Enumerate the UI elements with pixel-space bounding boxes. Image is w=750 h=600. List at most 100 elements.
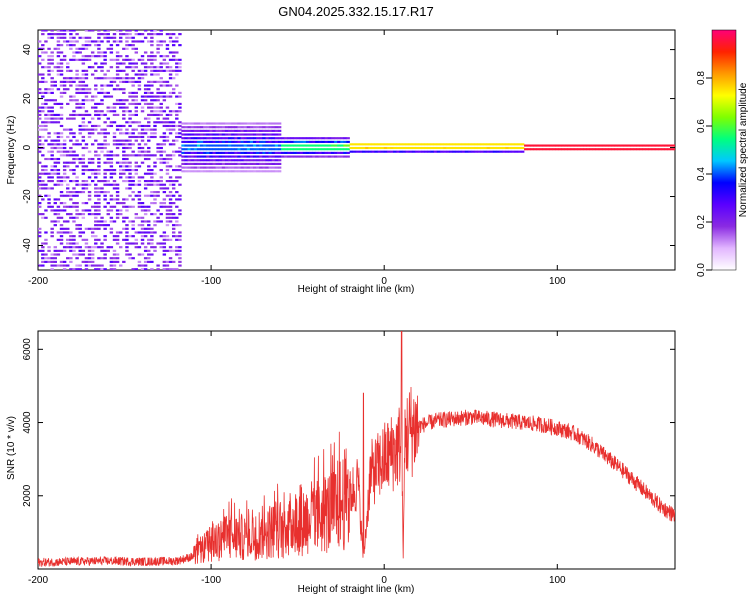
spectrogram-cell bbox=[81, 260, 86, 263]
spectrogram-cell bbox=[109, 168, 114, 172]
spectrogram-cell bbox=[78, 253, 82, 256]
spectrogram-cell bbox=[122, 238, 126, 241]
spectrogram-cell bbox=[228, 155, 232, 158]
spectrogram-cell bbox=[203, 133, 207, 136]
spectrogram-cell bbox=[115, 77, 120, 80]
spectrogram-cell bbox=[209, 166, 213, 169]
spectrogram-cell bbox=[552, 148, 556, 151]
spectrogram-cell bbox=[206, 122, 210, 125]
spectrogram-cell bbox=[81, 102, 86, 105]
spectrogram-cell bbox=[47, 66, 51, 69]
spectrogram-cell bbox=[69, 146, 73, 150]
spectrogram-cell bbox=[147, 84, 151, 87]
spectrogram-cell bbox=[187, 133, 191, 136]
spectrogram-cell bbox=[293, 151, 297, 154]
spectrogram-cell bbox=[103, 84, 107, 87]
spectrogram-cell bbox=[162, 132, 167, 135]
spectrogram-cell bbox=[274, 137, 279, 140]
spectrogram-cell bbox=[169, 26, 172, 28]
spectrogram-cell bbox=[109, 95, 114, 98]
spectrogram-cell bbox=[78, 113, 82, 117]
spectrogram-cell bbox=[119, 202, 123, 205]
spectrogram-cell bbox=[38, 113, 42, 117]
spectrogram-cell bbox=[212, 166, 216, 169]
spectrogram-cell bbox=[427, 146, 431, 150]
spectrogram-cell bbox=[72, 157, 76, 161]
spectrogram-cell bbox=[125, 238, 129, 241]
spectrogram-cell bbox=[474, 146, 478, 150]
spectrogram-cell bbox=[131, 220, 135, 223]
spectrogram-cell bbox=[259, 137, 263, 140]
spectrogram-cell bbox=[84, 168, 89, 172]
spectrogram-cell bbox=[168, 154, 173, 157]
spectrogram-cell bbox=[44, 51, 48, 54]
spectrogram-cell bbox=[44, 30, 48, 32]
spectrogram-cell bbox=[100, 113, 104, 117]
spectrogram-cell bbox=[168, 33, 173, 36]
spectrogram-cell bbox=[137, 264, 142, 267]
spectrogram-cell bbox=[90, 73, 95, 76]
spectrogram-cell bbox=[94, 95, 98, 98]
spectrogram-cell bbox=[256, 170, 260, 173]
spectrogram-cell bbox=[81, 106, 86, 109]
spectrogram-cell bbox=[315, 155, 319, 158]
spectrogram-cell bbox=[147, 180, 151, 183]
spectrogram-cell bbox=[150, 55, 154, 58]
spectrogram-cell bbox=[156, 242, 160, 245]
spectrogram-cell bbox=[162, 91, 167, 94]
spectrogram-cell bbox=[50, 143, 54, 146]
spectrogram-cell bbox=[165, 121, 170, 124]
spectrogram-cell bbox=[262, 122, 266, 125]
spectrogram-cell bbox=[371, 143, 375, 146]
spectrogram-cell bbox=[128, 66, 132, 69]
spectrogram-cell bbox=[106, 246, 110, 249]
spectrogram-cell bbox=[502, 143, 506, 146]
spectrogram-cell bbox=[464, 143, 469, 146]
spectrogram-cell bbox=[106, 69, 110, 72]
spectrogram-cell bbox=[318, 140, 322, 143]
spectrogram-cell bbox=[209, 159, 213, 162]
spectrogram-cell bbox=[290, 148, 294, 151]
spectrogram-cell bbox=[66, 154, 70, 157]
spectrogram-cell bbox=[44, 165, 48, 168]
spectrogram-cell bbox=[140, 264, 145, 267]
spectrogram-cell bbox=[75, 176, 79, 179]
spectrogram-cell bbox=[41, 33, 45, 36]
spectrogram-cell bbox=[81, 44, 86, 47]
spectrogram-cell bbox=[81, 88, 86, 91]
spectrogram-cell bbox=[228, 144, 232, 147]
spectrogram-cell bbox=[455, 143, 459, 146]
spectrogram-cell bbox=[53, 209, 57, 212]
spectrogram-cell bbox=[570, 144, 575, 147]
spectrogram-cell bbox=[505, 143, 509, 146]
spectrogram-cell bbox=[249, 144, 254, 147]
spectrogram-cell bbox=[38, 40, 42, 43]
spectrogram-cell bbox=[84, 69, 89, 72]
spectrogram-cell bbox=[47, 180, 51, 183]
spectrogram-cell bbox=[87, 121, 92, 124]
spectrogram-cell bbox=[333, 144, 338, 147]
spectrogram-cell bbox=[122, 168, 126, 172]
spectrogram-cell bbox=[115, 260, 120, 263]
spectrogram-cell bbox=[165, 139, 170, 142]
spectrogram-cell bbox=[203, 144, 207, 147]
spectrogram-cell bbox=[443, 150, 447, 153]
spectrogram-cell bbox=[41, 183, 45, 186]
spectrogram-cell bbox=[281, 144, 285, 147]
spectrogram-cell bbox=[580, 144, 584, 147]
spectrogram-cell bbox=[159, 146, 163, 150]
spectrogram-cell bbox=[162, 246, 167, 249]
spectrogram-cell bbox=[131, 128, 135, 131]
spectrogram-cell bbox=[159, 106, 163, 109]
spectrogram-cell bbox=[156, 91, 160, 94]
spectrogram-cell bbox=[134, 95, 139, 98]
spectrogram-cell bbox=[165, 117, 170, 120]
spectrogram-cell bbox=[178, 213, 182, 216]
spectrogram-cell bbox=[147, 209, 151, 212]
spectrogram-cell bbox=[94, 84, 98, 87]
spectrogram-cell bbox=[125, 66, 129, 69]
spectrogram-cell bbox=[125, 198, 129, 201]
spectrogram-cell bbox=[131, 62, 135, 65]
spectrogram-cell bbox=[421, 143, 425, 146]
spectrogram-cell bbox=[318, 155, 322, 158]
